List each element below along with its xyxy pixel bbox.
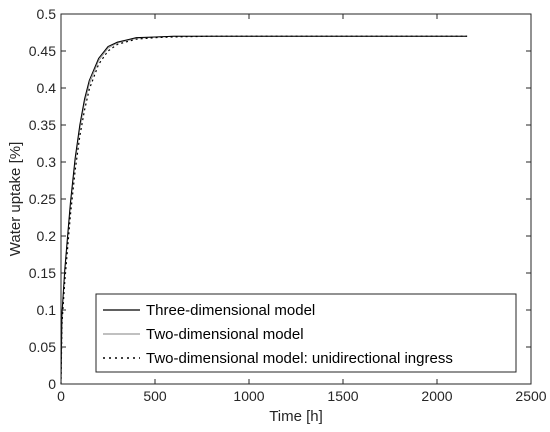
x-tick-label: 2000 <box>421 388 452 404</box>
legend: Three-dimensional model Two-dimensional m… <box>95 293 517 373</box>
legend-label-0: Three-dimensional model <box>146 302 315 319</box>
legend-box <box>95 293 517 373</box>
y-tick-label: 0.3 <box>37 154 57 170</box>
x-tick-label: 1500 <box>327 388 358 404</box>
y-tick-label: 0.05 <box>29 339 56 355</box>
series-line-2 <box>60 35 468 385</box>
y-tick-label: 0.25 <box>29 191 56 207</box>
y-axis-label: Water uptake [%] <box>7 142 24 257</box>
y-tick-label: 0.15 <box>29 265 56 281</box>
y-tick-label: 0.45 <box>29 43 56 59</box>
y-tick-label: 0.2 <box>37 228 57 244</box>
x-tick-label: 500 <box>143 388 167 404</box>
series-layer <box>60 35 468 385</box>
legend-label-1: Two-dimensional model <box>146 326 304 343</box>
ticks-layer: 0 500 1000 1500 2000 2500 0 0.05 0.1 0.15 0.2 0.25 0… <box>29 6 547 404</box>
y-tick-label: 0.1 <box>37 302 57 318</box>
y-tick-label: 0 <box>48 376 56 392</box>
x-tick-label: 0 <box>57 388 65 404</box>
legend-label-2: Two-dimensional model: unidirectional in… <box>146 350 453 367</box>
y-tick-label: 0.35 <box>29 117 56 133</box>
x-tick-label: 2500 <box>515 388 546 404</box>
x-tick-label: 1000 <box>233 388 264 404</box>
y-tick-label: 0.5 <box>37 6 57 22</box>
y-tick-label: 0.4 <box>37 80 57 96</box>
x-axis-label: Time [h] <box>269 408 323 425</box>
